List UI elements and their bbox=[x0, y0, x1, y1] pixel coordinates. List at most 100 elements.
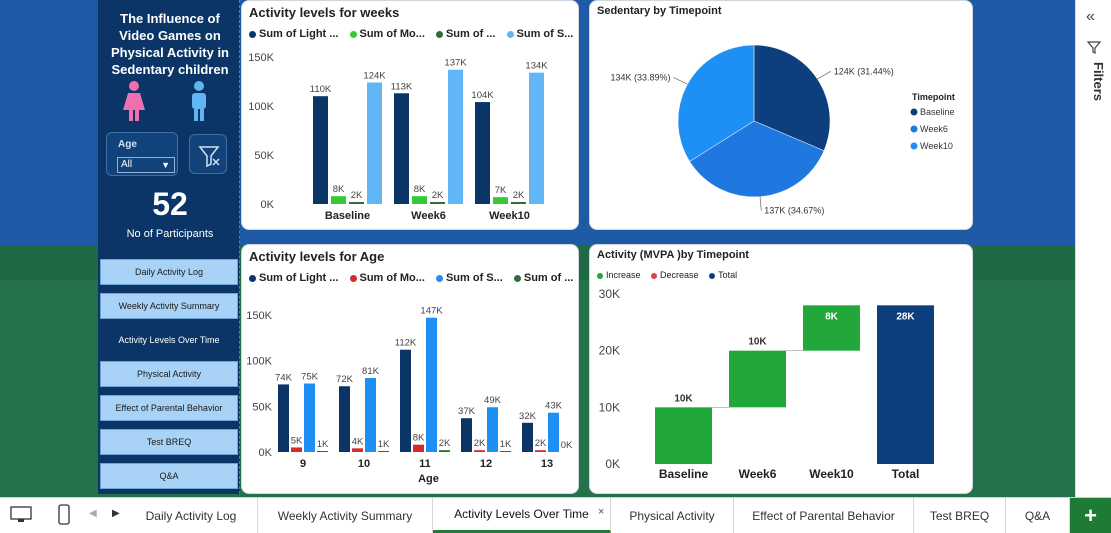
chart-card-weeks[interactable]: Activity levels for weeks Sum of Light .… bbox=[241, 0, 579, 230]
filters-pane[interactable]: « Filters bbox=[1075, 0, 1111, 497]
legend-label: Sum of Mo... bbox=[359, 272, 425, 284]
nav-daily-activity-log[interactable]: Daily Activity Log bbox=[100, 259, 238, 285]
data-label: 1K bbox=[317, 439, 329, 450]
data-label: 81K bbox=[362, 366, 380, 377]
tab-qa[interactable]: Q&A bbox=[1006, 498, 1070, 533]
filters-label[interactable]: Filters bbox=[1091, 62, 1106, 102]
tab-physical-activity[interactable]: Physical Activity bbox=[611, 498, 734, 533]
pie-slice bbox=[677, 44, 755, 162]
tab-effect-of-parental-behavior[interactable]: Effect of Parental Behavior bbox=[734, 498, 914, 533]
chart-card-age[interactable]: Activity levels for Age Sum of Light ...… bbox=[241, 244, 579, 494]
report-canvas: The Influence of Video Games on Physical… bbox=[0, 0, 1075, 497]
bar bbox=[529, 72, 544, 205]
scroll-left-icon[interactable]: ◀ bbox=[89, 508, 97, 519]
tab-label: Q&A bbox=[1024, 508, 1051, 523]
slice-label: 137K (34.67%) bbox=[764, 206, 824, 216]
x-axis-label: Age bbox=[418, 473, 439, 485]
age-slicer[interactable]: Age All ▼ bbox=[106, 132, 178, 176]
tab-daily-activity-log[interactable]: Daily Activity Log bbox=[125, 498, 258, 533]
y-tick-label: 0K bbox=[259, 447, 273, 459]
nav-activity-levels-over-time[interactable]: Activity Levels Over Time bbox=[100, 327, 238, 353]
nav-label: Physical Activity bbox=[136, 369, 202, 379]
age-dropdown[interactable]: All ▼ bbox=[117, 157, 175, 173]
add-page-button[interactable]: + bbox=[1070, 498, 1111, 533]
x-tick-label: Baseline bbox=[325, 210, 370, 222]
tab-weekly-activity-summary[interactable]: Weekly Activity Summary bbox=[258, 498, 433, 533]
legend-item: Sum of Light ... bbox=[249, 28, 338, 40]
x-tick-label: 13 bbox=[541, 458, 553, 470]
age-dropdown-value: All bbox=[121, 159, 133, 170]
legend-label: Baseline bbox=[920, 107, 955, 117]
bar bbox=[487, 407, 498, 452]
legend-label: Increase bbox=[606, 270, 641, 280]
desktop-view-icon[interactable] bbox=[10, 506, 32, 524]
data-label: 8K bbox=[413, 433, 425, 444]
tab-label: Weekly Activity Summary bbox=[277, 508, 413, 523]
chart-card-mvpa[interactable]: Activity (MVPA )by Timepoint Increase De… bbox=[589, 244, 973, 494]
nav-label: Daily Activity Log bbox=[134, 267, 204, 277]
legend-label: Week6 bbox=[920, 124, 948, 134]
legend-label: Sum of S... bbox=[445, 272, 503, 284]
bar bbox=[475, 102, 490, 204]
y-tick-label: 150K bbox=[248, 52, 274, 64]
bar bbox=[394, 93, 409, 204]
data-label: 32K bbox=[519, 411, 537, 422]
chart-legend: Sum of Light ... Sum of Mo... Sum of ...… bbox=[249, 28, 578, 40]
age-bar-chart: 150K100K50K0K74K5K75K1K972K4K81K1K10112K… bbox=[246, 306, 573, 485]
legend-item: Sum of Mo... bbox=[349, 28, 425, 40]
bar bbox=[522, 422, 533, 452]
y-tick-label: 0K bbox=[261, 199, 275, 211]
chart-title: Activity levels for Age bbox=[249, 249, 385, 264]
clear-filters-button[interactable] bbox=[189, 134, 227, 174]
close-tab-icon[interactable]: × bbox=[598, 506, 605, 518]
slice-label: 124K (31.44%) bbox=[834, 66, 894, 76]
boy-icon bbox=[192, 81, 206, 121]
nav-label: Q&A bbox=[159, 471, 179, 481]
data-label: 104K bbox=[471, 90, 494, 101]
bar bbox=[461, 418, 472, 452]
data-label: 134K bbox=[525, 61, 548, 72]
participants-count: 52 bbox=[152, 186, 188, 222]
chart-legend: Sum of Light ... Sum of Mo... Sum of S..… bbox=[249, 272, 578, 284]
chart-card-sedentary[interactable]: Sedentary by Timepoint 124K (31.44%) 137K… bbox=[589, 0, 973, 230]
nav-effect-of-parental-behavior[interactable]: Effect of Parental Behavior bbox=[100, 395, 238, 421]
data-label: 110K bbox=[310, 84, 332, 95]
collapse-icon[interactable]: « bbox=[1086, 8, 1095, 25]
nav-label: Activity Levels Over Time bbox=[118, 335, 220, 345]
data-label: 8K bbox=[414, 184, 426, 195]
page-tab-bar: ◀ ▶ Daily Activity Log Weekly Activity S… bbox=[0, 497, 1111, 533]
data-label: 137K bbox=[444, 58, 467, 69]
nav-weekly-activity-summary[interactable]: Weekly Activity Summary bbox=[100, 293, 238, 319]
nav-physical-activity[interactable]: Physical Activity bbox=[100, 361, 238, 387]
bar bbox=[439, 450, 450, 452]
tab-test-breq[interactable]: Test BREQ bbox=[914, 498, 1006, 533]
bar bbox=[474, 450, 485, 452]
bar bbox=[278, 384, 289, 452]
tab-activity-levels-over-time[interactable]: Activity Levels Over Time bbox=[433, 498, 611, 533]
bar bbox=[413, 444, 424, 452]
x-tick-label: 10 bbox=[358, 458, 370, 470]
legend-label: Sum of Mo... bbox=[359, 28, 425, 40]
data-label: 4K bbox=[352, 436, 364, 447]
waterfall-bar bbox=[877, 305, 934, 464]
scroll-right-icon[interactable]: ▶ bbox=[112, 508, 120, 519]
data-label: 74K bbox=[275, 372, 293, 383]
y-tick-label: 50K bbox=[254, 150, 274, 162]
bar bbox=[535, 450, 546, 452]
nav-test-breq[interactable]: Test BREQ bbox=[100, 429, 238, 455]
data-label: 0K bbox=[561, 440, 573, 451]
title-line: Sedentary children bbox=[111, 62, 229, 77]
mobile-view-icon[interactable] bbox=[58, 504, 70, 526]
waterfall-bar bbox=[803, 305, 860, 351]
legend-item: Sum of ... bbox=[513, 272, 573, 284]
bar bbox=[291, 447, 302, 452]
chart-legend: Increase Decrease Total bbox=[597, 270, 745, 280]
add-page-label: + bbox=[1084, 502, 1097, 528]
nav-qa[interactable]: Q&A bbox=[100, 463, 238, 489]
legend-label: Decrease bbox=[660, 270, 699, 280]
pie-slice bbox=[689, 120, 825, 198]
data-label: 72K bbox=[336, 374, 354, 385]
bar bbox=[493, 197, 508, 204]
bar bbox=[426, 317, 437, 452]
legend-title: Timepoint bbox=[912, 92, 955, 102]
